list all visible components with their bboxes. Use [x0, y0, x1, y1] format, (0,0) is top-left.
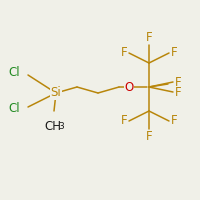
- Text: F: F: [146, 130, 152, 143]
- Text: CH: CH: [44, 120, 62, 133]
- Text: F: F: [121, 114, 127, 128]
- Text: F: F: [175, 75, 181, 88]
- Text: F: F: [175, 86, 181, 98]
- Text: F: F: [146, 31, 152, 44]
- Text: F: F: [171, 46, 177, 60]
- Text: O: O: [124, 81, 134, 94]
- Text: Cl: Cl: [8, 66, 20, 79]
- Text: Si: Si: [51, 86, 61, 99]
- Text: Cl: Cl: [8, 102, 20, 116]
- Text: 3: 3: [59, 122, 64, 131]
- Text: F: F: [121, 46, 127, 60]
- Text: F: F: [171, 114, 177, 128]
